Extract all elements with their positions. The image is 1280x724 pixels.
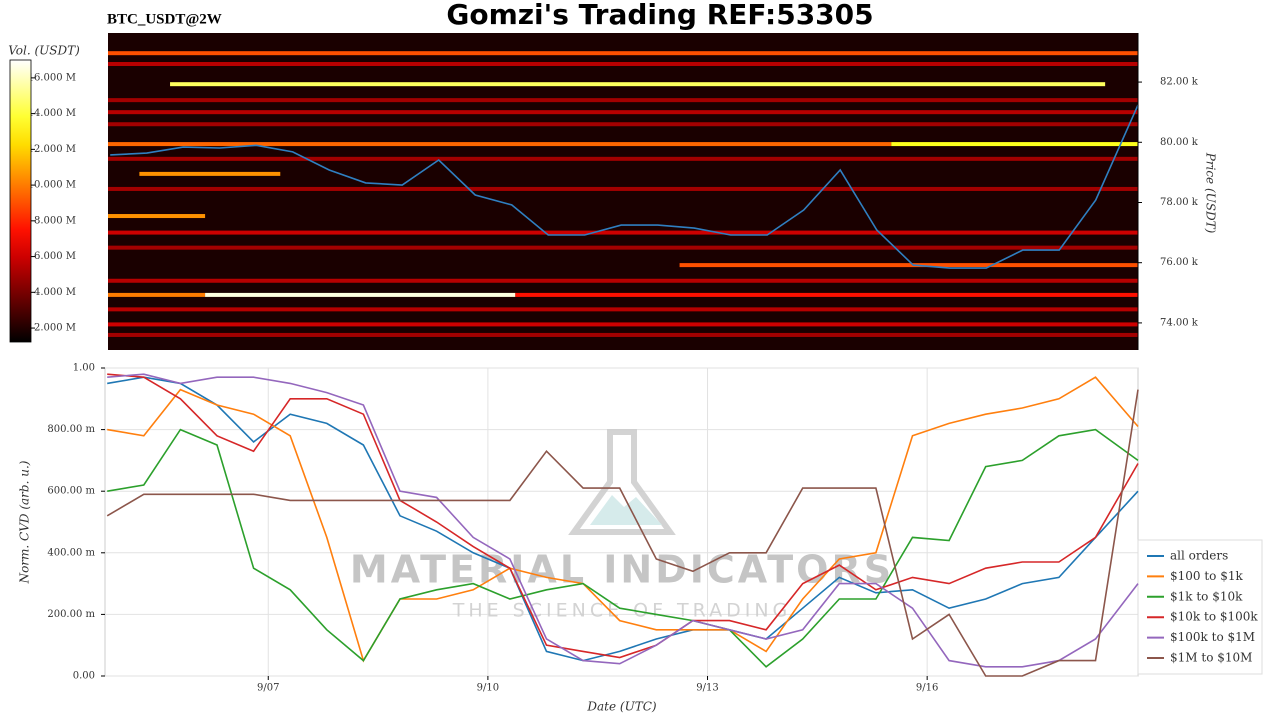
legend-label: $1M to $10M [1170,651,1252,665]
liquidity-level [108,186,1138,191]
chart-title: Gomzi's Trading REF:53305 [446,0,873,31]
liquidity-level [108,98,1138,103]
colorbar-tick-label: 16.000 M [28,72,76,83]
colorbar-label: Vol. (USDT) [8,44,80,58]
x-tick-label: 9/10 [477,683,499,694]
x-tick-label: 9/16 [916,683,938,694]
watermark-flask [568,429,676,535]
watermark-tagline: THE SCIENCE OF TRADING [452,600,792,622]
legend-label: $100 to $1k [1170,569,1243,583]
colorbar-tick-label: 4.000 M [34,287,76,298]
liquidity-level [108,62,1138,67]
y-axis-label: Price (USDT) [1204,152,1218,234]
y-tick-label: 400.00 m [47,547,95,558]
y-tick-label: 74.00 k [1160,317,1199,328]
colorbar-tick-label: 14.000 M [28,108,76,119]
y-tick-label: 0.00 [73,671,95,682]
watermark-flask-fill [590,495,662,525]
liquidity-level [891,142,1138,147]
symbol: BTC_USDT@2W [107,11,222,27]
x-tick-label: 9/07 [257,683,279,694]
cvd-line [107,376,1139,663]
liquidity-level [108,214,206,219]
y-tick-label: 600.00 m [47,486,95,497]
liquidity-level [108,51,1138,56]
liquidity-level [108,307,1138,312]
y-tick-label: 80.00 k [1160,137,1199,148]
watermark-name: MATERIAL INDICATORS [350,548,894,592]
y-tick-label: 76.00 k [1160,257,1199,268]
liquidity-level [108,332,1138,337]
colorbar-tick-label: 8.000 M [34,215,76,226]
liquidity-level [108,278,1138,283]
legend-label: $1k to $10k [1170,589,1243,603]
x-axis-label: Date (UTC) [586,700,656,714]
liquidity-level [170,82,1106,87]
colorbar-tick-label: 6.000 M [34,251,76,262]
liquidity-level [108,156,1138,161]
cvd-line [107,373,1139,659]
liquidity-level [108,122,1138,127]
y-tick-label: 1.00 [73,363,95,374]
price-line [110,104,1139,269]
cvd-line [107,373,1139,668]
liquidity-level [139,171,281,176]
colorbar [9,59,32,343]
liquidity-level [108,230,1138,235]
colorbar-tick-label: 10.000 M [28,180,76,191]
liquidity-level [108,142,892,147]
liquidity-level [108,322,1138,327]
liquidity-level [108,110,1138,115]
legend-label: all orders [1170,549,1228,563]
y-axis-label: Norm. CVD (arb. u.) [18,460,32,584]
cvd-line [107,376,1139,662]
y-tick-label: 800.00 m [47,424,95,435]
heatmap-background [108,33,1138,350]
colorbar-tick-label: 12.000 M [28,144,76,155]
liquidity-level [108,245,1138,250]
y-tick-label: 200.00 m [47,609,95,620]
liquidity-level [108,292,206,297]
legend-label: $100k to $1M [1170,630,1255,644]
liquidity-level [205,292,516,297]
liquidity-level [679,263,1138,268]
y-tick-label: 82.00 k [1160,77,1199,88]
y-tick-label: 78.00 k [1160,197,1199,208]
colorbar-tick-label: 2.000 M [34,323,76,334]
cvd-line [106,389,1139,677]
legend-box [1137,539,1263,675]
cvd-line [107,428,1139,668]
x-tick-label: 9/13 [696,683,718,694]
liquidity-level [515,292,1138,297]
legend-label: $10k to $100k [1170,610,1258,624]
